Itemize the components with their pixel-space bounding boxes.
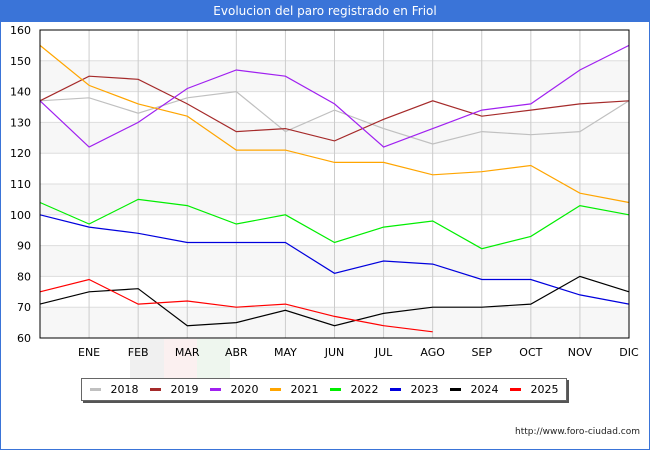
x-tick-label: AGO bbox=[420, 346, 445, 359]
legend-swatch bbox=[89, 388, 101, 391]
legend-swatch bbox=[389, 388, 401, 391]
legend-item: 2018 bbox=[89, 383, 139, 396]
y-tick-label: 110 bbox=[10, 178, 31, 191]
legend-item: 2025 bbox=[509, 383, 559, 396]
y-tick-label: 100 bbox=[10, 209, 31, 222]
legend-item: 2022 bbox=[329, 383, 379, 396]
legend-swatch bbox=[329, 388, 341, 391]
legend-label: 2018 bbox=[110, 383, 139, 396]
x-tick-label: NOV bbox=[568, 346, 593, 359]
x-tick-label: JUN bbox=[324, 346, 345, 359]
series-line-2020 bbox=[39, 44, 630, 148]
legend-item: 2020 bbox=[209, 383, 259, 396]
source-url: http://www.foro-ciudad.com bbox=[515, 427, 640, 437]
x-tick-label: SEP bbox=[471, 346, 492, 359]
legend-label: 2023 bbox=[410, 383, 439, 396]
x-tick-label: OCT bbox=[519, 346, 542, 359]
series-line-2023 bbox=[39, 214, 630, 305]
series-line-2024 bbox=[39, 275, 630, 327]
legend-label: 2022 bbox=[350, 383, 379, 396]
x-tick-label: MAY bbox=[274, 346, 297, 359]
legend-label: 2025 bbox=[530, 383, 559, 396]
series-line-2021 bbox=[39, 44, 630, 204]
legend-label: 2024 bbox=[470, 383, 499, 396]
legend-item: 2023 bbox=[389, 383, 439, 396]
series-line-2025 bbox=[39, 278, 433, 333]
watermark-stripe bbox=[197, 339, 230, 378]
x-tick-label: ENE bbox=[78, 346, 100, 359]
y-tick-label: 70 bbox=[17, 301, 31, 314]
legend-label: 2019 bbox=[170, 383, 199, 396]
y-tick-label: 140 bbox=[10, 86, 31, 99]
legend-item: 2021 bbox=[269, 383, 319, 396]
y-tick-label: 120 bbox=[10, 147, 31, 160]
x-tick-label: DIC bbox=[619, 346, 639, 359]
legend-swatch bbox=[449, 388, 461, 391]
legend-label: 2020 bbox=[230, 383, 259, 396]
x-tick-label: ABR bbox=[225, 346, 248, 359]
series-line-2018 bbox=[39, 90, 630, 145]
legend: 2018 2019 2020 2021 2022 2023 2024 2025 bbox=[81, 378, 567, 401]
series-line-2022 bbox=[39, 198, 630, 250]
legend-item: 2024 bbox=[449, 383, 499, 396]
legend-swatch bbox=[509, 388, 521, 391]
x-tick-label: MAR bbox=[175, 346, 200, 359]
y-tick-label: 90 bbox=[17, 240, 31, 253]
plot-area-border bbox=[39, 29, 630, 339]
watermark-stripe bbox=[130, 339, 164, 378]
y-tick-label: 80 bbox=[17, 270, 31, 283]
legend-swatch bbox=[269, 388, 281, 391]
legend-swatch bbox=[149, 388, 161, 391]
y-tick-label: 130 bbox=[10, 116, 31, 129]
chart-title: Evolucion del paro registrado en Friol bbox=[0, 0, 650, 22]
y-tick-label: 160 bbox=[10, 24, 31, 37]
legend-swatch bbox=[209, 388, 221, 391]
flag-watermark bbox=[130, 339, 230, 378]
y-tick-label: 60 bbox=[17, 332, 31, 345]
x-tick-label: JUL bbox=[374, 346, 393, 359]
legend-item: 2019 bbox=[149, 383, 199, 396]
y-tick-label: 150 bbox=[10, 55, 31, 68]
watermark-stripe bbox=[164, 339, 197, 378]
x-tick-label: FEB bbox=[128, 346, 149, 359]
legend-label: 2021 bbox=[290, 383, 319, 396]
series-line-2019 bbox=[39, 75, 630, 142]
